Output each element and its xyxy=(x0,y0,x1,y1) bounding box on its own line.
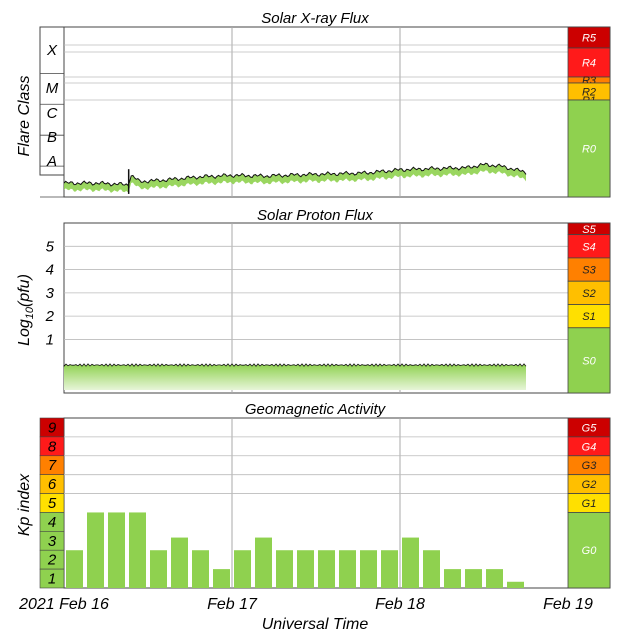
geomag-tick-cell xyxy=(39,568,65,589)
proton-scale-label: S4 xyxy=(582,241,595,253)
kp-bar xyxy=(360,550,377,588)
xray-class-label: A xyxy=(46,153,57,170)
xray-scale-label: R4 xyxy=(582,58,596,70)
proton-ylabel-tail: (pfu) xyxy=(16,274,33,307)
kp-bar xyxy=(339,550,356,588)
geomag-scale-label: G2 xyxy=(582,479,597,491)
proton-ylabel: Log10(pfu) xyxy=(16,274,36,346)
xray-flux-line xyxy=(63,162,527,187)
kp-bar xyxy=(444,569,461,588)
xtick-feb17: Feb 17 xyxy=(207,596,258,613)
kp-bar xyxy=(423,550,440,588)
kp-bar xyxy=(150,550,167,588)
kp-bar xyxy=(255,537,272,588)
kp-bar xyxy=(507,581,524,588)
proton-ylabel-sub: 10 xyxy=(24,306,36,319)
proton-scale-label: S2 xyxy=(582,288,595,300)
kp-bar xyxy=(171,537,188,588)
proton-tick-label: 2 xyxy=(45,308,55,325)
kp-bar xyxy=(402,537,419,588)
xray-class-label: B xyxy=(47,129,57,146)
xray-frame xyxy=(63,26,611,198)
xray-class-label: M xyxy=(46,80,59,97)
geomag-scale-label: G0 xyxy=(582,545,598,557)
geomag-tick-label: 3 xyxy=(48,533,57,550)
geomag-scale-label: G1 xyxy=(582,498,597,510)
proton-tick-label: 4 xyxy=(46,262,54,279)
proton-tick-label: 5 xyxy=(46,238,55,255)
proton-ylabel-main: Log xyxy=(16,319,33,346)
geomag-scale-label: G3 xyxy=(582,460,598,472)
xray-scale-label: R5 xyxy=(582,33,597,45)
geomag-scale-band xyxy=(567,512,611,589)
proton-tick-label: 3 xyxy=(46,285,55,302)
proton-tick-label: 1 xyxy=(46,331,54,348)
kp-bar xyxy=(486,569,503,588)
proton-scale-label: S5 xyxy=(582,224,596,236)
geomag-tick-label: 4 xyxy=(48,514,56,531)
kp-bar xyxy=(465,569,482,588)
xtick-feb19: Feb 19 xyxy=(543,596,593,613)
geomag-tick-label: 8 xyxy=(48,438,57,455)
xray-scale-band xyxy=(567,47,611,78)
geomag-tick-label: 6 xyxy=(48,476,57,493)
geomag-tick-label: 1 xyxy=(48,571,56,588)
proton-title: Solar Proton Flux xyxy=(257,207,373,224)
xray-ylabel: Flare Class xyxy=(16,76,33,157)
kp-bar xyxy=(234,550,251,588)
proton-flux-area xyxy=(64,363,526,390)
xray-scale-label: R2 xyxy=(582,87,596,99)
kp-bar xyxy=(276,550,293,588)
xray-class-label: X xyxy=(46,42,58,59)
kp-bar xyxy=(87,512,104,588)
plot-layer: XMCBAR5R4R3R2R1R054321S5S4S3S2S1S0987654… xyxy=(39,26,611,589)
geomag-tick-label: 9 xyxy=(48,419,57,436)
geomag-tick-label: 7 xyxy=(48,457,57,474)
kp-bar xyxy=(297,550,314,588)
proton-scale-band xyxy=(567,327,611,394)
kp-bar xyxy=(108,512,125,588)
geomag-tick-label: 5 xyxy=(48,495,57,512)
geomag-scale-label: G4 xyxy=(582,441,597,453)
kp-bar xyxy=(66,550,83,588)
xtick-feb18: Feb 18 xyxy=(375,596,425,613)
xray-title: Solar X-ray Flux xyxy=(261,10,369,27)
kp-bar xyxy=(213,569,230,588)
geomag-title: Geomagnetic Activity xyxy=(245,401,387,418)
x-axis-label: Universal Time xyxy=(262,616,369,633)
proton-scale-label: S3 xyxy=(582,265,596,277)
xray-class-box xyxy=(39,26,65,176)
kp-bar xyxy=(192,550,209,588)
xray-scale-band xyxy=(567,99,611,198)
geomag-tick-label: 2 xyxy=(47,552,57,569)
xtick-feb16: 2021 Feb 16 xyxy=(18,596,109,613)
xray-scale-label: R0 xyxy=(582,144,597,156)
kp-bar xyxy=(129,512,146,588)
proton-scale-label: S1 xyxy=(582,311,595,323)
xray-class-label: C xyxy=(47,105,58,122)
kp-bar xyxy=(318,550,335,588)
proton-flux-line xyxy=(63,363,527,368)
geomag-ylabel: Kp index xyxy=(16,473,33,536)
geomag-scale-label: G5 xyxy=(582,422,598,434)
proton-scale-label: S0 xyxy=(582,355,596,367)
kp-bar xyxy=(381,550,398,588)
